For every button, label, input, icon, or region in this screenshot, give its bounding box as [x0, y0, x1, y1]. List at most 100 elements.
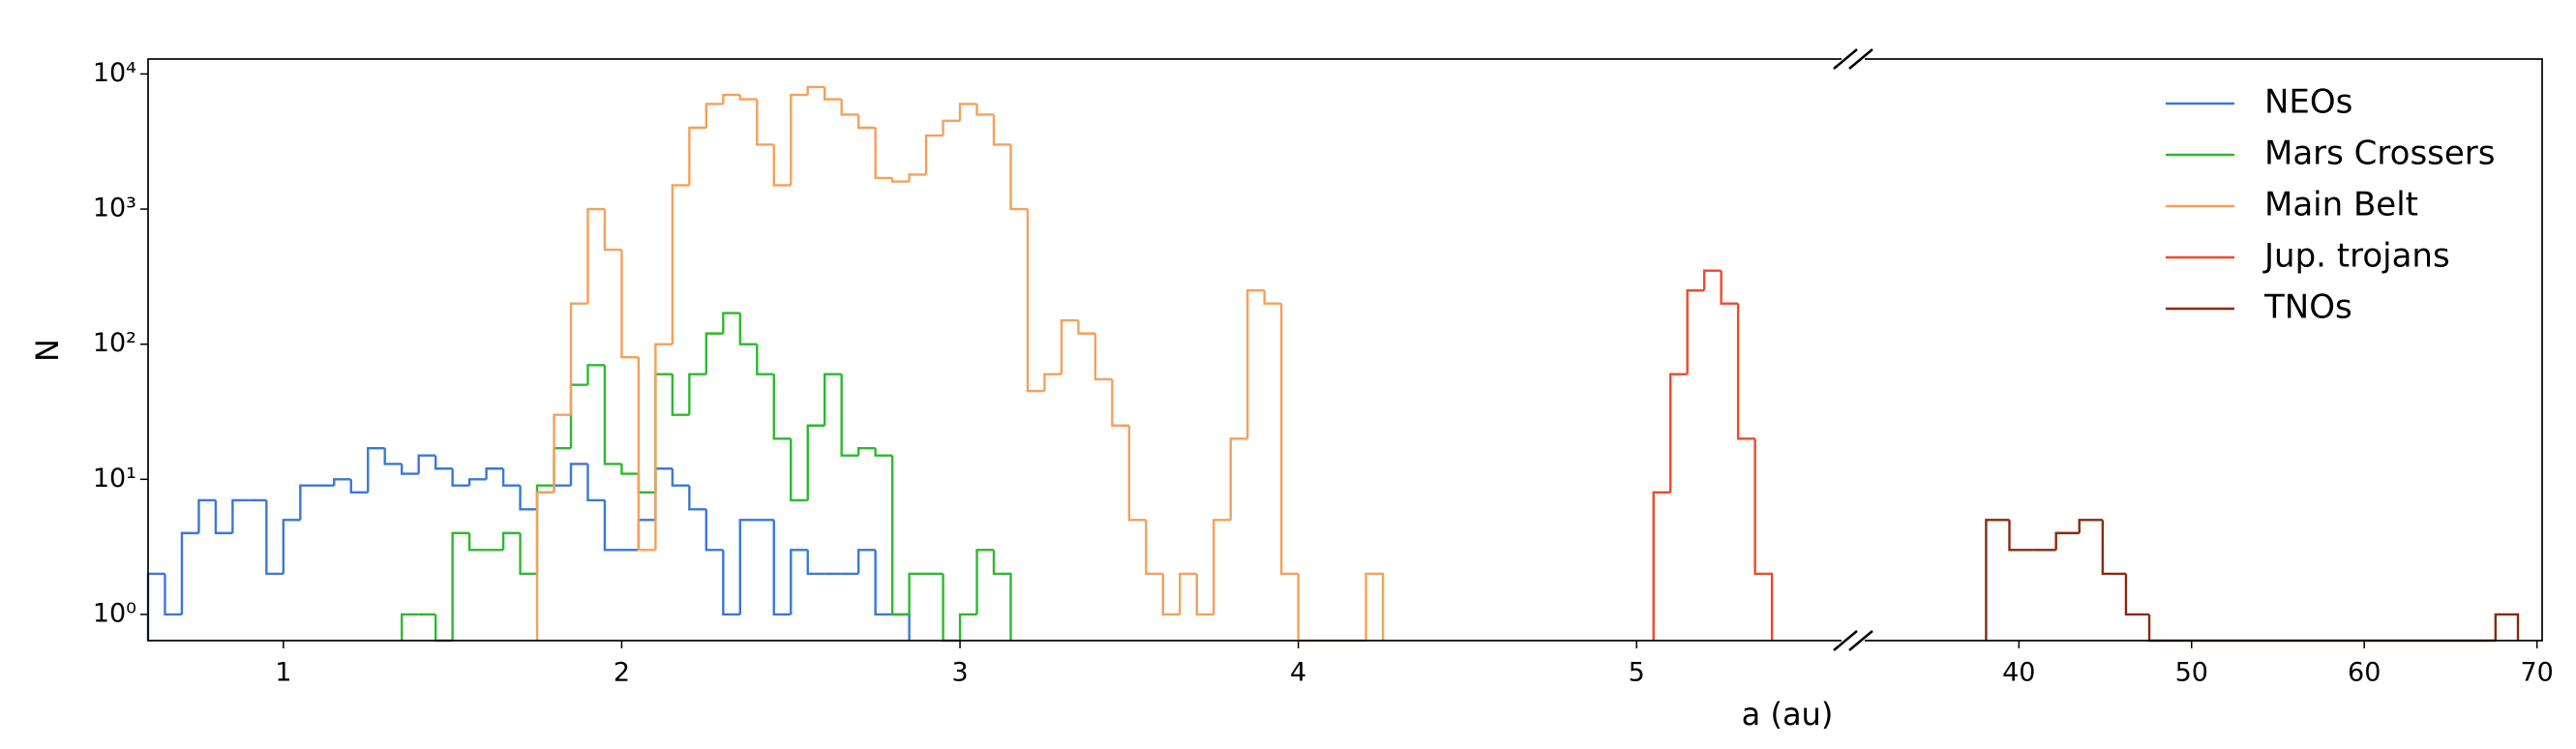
y-tick-label: 10⁰	[93, 598, 136, 628]
histogram-step	[942, 119, 961, 136]
histogram-step	[434, 455, 453, 470]
histogram-step	[1753, 438, 1774, 641]
histogram-step	[958, 613, 977, 641]
histogram-step	[992, 550, 1012, 641]
histogram-step	[1669, 373, 1688, 493]
histogram-step	[671, 374, 690, 416]
x-tick-label: 3	[951, 658, 968, 688]
histogram-step	[756, 344, 774, 375]
histogram-step	[722, 312, 740, 334]
histogram-step	[2008, 520, 2033, 552]
histogram-step	[467, 532, 487, 552]
histogram-step	[1195, 573, 1214, 616]
histogram-step	[1985, 519, 2010, 641]
histogram-step	[790, 438, 808, 502]
y-tick-label: 10¹	[93, 464, 136, 494]
histogram-step	[299, 484, 317, 521]
histogram-step	[856, 549, 876, 574]
histogram-step	[671, 184, 690, 345]
y-axis-label: N	[29, 339, 66, 362]
histogram-step	[282, 519, 301, 574]
histogram-step	[1720, 270, 1739, 305]
break-mark	[1833, 48, 1858, 70]
histogram-step	[874, 448, 893, 457]
histogram-step	[367, 446, 385, 493]
histogram-step	[180, 531, 199, 614]
histogram-step	[401, 464, 419, 475]
histogram-step	[806, 550, 825, 576]
y-tick-label: 10⁴	[93, 58, 136, 88]
histogram-step	[874, 128, 893, 180]
histogram-step	[146, 572, 165, 641]
legend-label: NEOs	[2264, 83, 2352, 122]
histogram-step	[1686, 288, 1705, 374]
histogram-step	[738, 313, 758, 345]
histogram-step	[451, 531, 470, 641]
histogram-step	[519, 485, 538, 511]
histogram-step	[856, 114, 876, 130]
histogram-step	[688, 373, 706, 415]
histogram-step	[1111, 378, 1129, 427]
histogram-step	[2494, 613, 2520, 641]
histogram-step	[231, 498, 250, 533]
histogram-step	[806, 85, 825, 96]
histogram-step	[1077, 320, 1095, 335]
plot-frame	[147, 58, 2543, 642]
histogram-step	[1263, 290, 1282, 305]
histogram-step	[467, 478, 487, 486]
histogram-step	[772, 374, 792, 440]
histogram-step	[2101, 520, 2126, 576]
histogram-step	[992, 114, 1011, 146]
histogram-step	[1213, 519, 1231, 614]
histogram-step	[840, 374, 859, 457]
histogram-step	[671, 468, 690, 487]
histogram-step	[824, 373, 842, 426]
histogram-step	[637, 473, 656, 494]
histogram-step	[401, 613, 419, 641]
histogram-step	[553, 413, 572, 493]
histogram-step	[772, 144, 792, 187]
histogram-step	[654, 343, 673, 551]
histogram-step	[569, 463, 588, 486]
histogram-step	[890, 455, 910, 616]
histogram-step	[214, 499, 233, 535]
histogram-step	[535, 484, 554, 574]
histogram-step	[688, 126, 706, 186]
histogram-step	[2124, 573, 2150, 616]
x-tick-label: 70	[2520, 658, 2553, 688]
histogram-step	[688, 485, 706, 511]
y-tick-label: 10³	[93, 194, 136, 224]
histogram-step	[1229, 437, 1248, 521]
break-mark	[1848, 630, 1873, 651]
histogram-step	[738, 519, 758, 614]
histogram-step	[603, 209, 622, 252]
x-tick-label: 5	[1629, 658, 1645, 688]
histogram-step	[569, 302, 588, 415]
histogram-step	[840, 99, 859, 116]
histogram-step	[603, 365, 622, 465]
histogram-step	[722, 93, 740, 105]
histogram-step	[1179, 572, 1197, 614]
histogram-step	[586, 207, 605, 304]
histogram-step	[197, 498, 216, 533]
histogram-step	[1297, 573, 1316, 643]
histogram-step	[975, 549, 995, 614]
break-gap	[1842, 56, 1865, 62]
histogram-step	[958, 103, 977, 121]
x-tick-label: 1	[275, 658, 291, 688]
histogram-step	[637, 519, 656, 551]
histogram-step	[704, 332, 724, 374]
histogram-step	[553, 484, 572, 493]
histogram-step	[924, 134, 944, 175]
histogram-step	[1009, 144, 1028, 211]
histogram-step	[569, 383, 588, 449]
histogram-step	[333, 478, 351, 486]
histogram-step	[890, 177, 910, 183]
histogram-step	[383, 448, 403, 465]
histogram-step	[1127, 425, 1147, 522]
histogram-step	[2078, 519, 2103, 533]
histogram-step	[501, 531, 521, 551]
histogram-step	[975, 104, 995, 116]
histogram-step	[349, 479, 369, 494]
